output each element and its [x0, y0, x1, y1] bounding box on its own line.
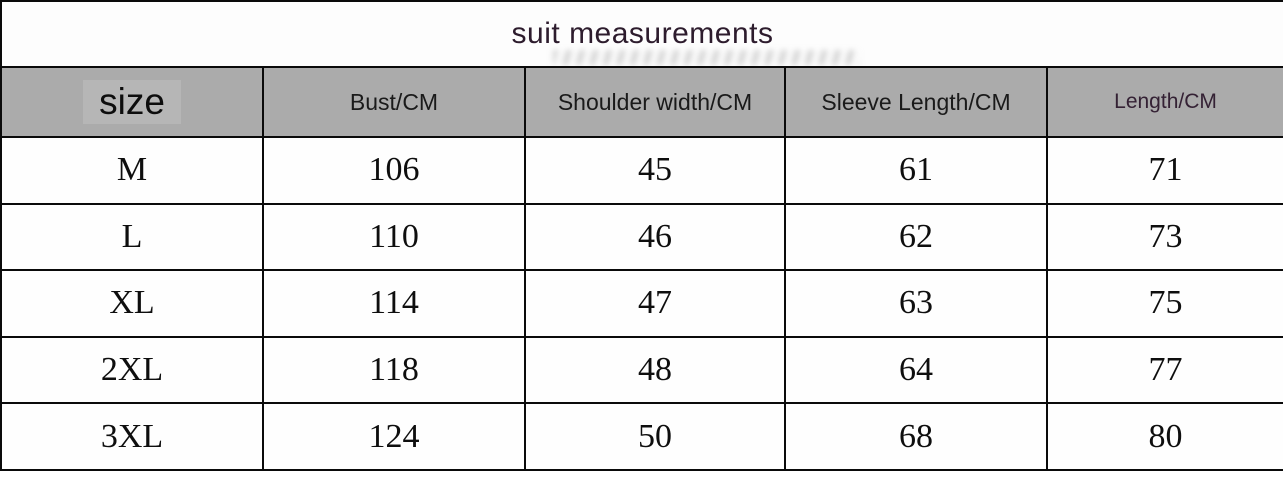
cell-size: M	[0, 136, 264, 205]
column-header-shoulder: Shoulder width/CM	[524, 66, 786, 138]
cell-sleeve: 61	[784, 136, 1048, 205]
cell-shoulder: 45	[524, 136, 786, 205]
cell-bust: 114	[262, 269, 526, 338]
column-header-shoulder-label: Shoulder width/CM	[557, 88, 753, 115]
cell-bust: 106	[262, 136, 526, 205]
cell-shoulder: 46	[524, 202, 786, 272]
cell-bust: 110	[262, 202, 526, 272]
cell-shoulder: 50	[524, 402, 786, 471]
cell-size: 3XL	[0, 402, 264, 471]
cell-shoulder: 48	[524, 335, 786, 405]
cell-length: 80	[1045, 402, 1283, 471]
cell-length: 71	[1045, 136, 1283, 205]
cell-length: 73	[1045, 202, 1283, 272]
column-header-sleeve: Sleeve Length/CM	[784, 66, 1048, 138]
column-header-sleeve-label: Sleeve Length/CM	[821, 88, 1011, 115]
page-title: suit measurements	[511, 17, 774, 50]
table-row-l: L 110 46 62 73	[0, 202, 1283, 272]
table-row-m: M 106 45 61 71	[0, 136, 1283, 205]
cell-sleeve: 64	[784, 335, 1048, 405]
cell-bust: 118	[262, 335, 526, 405]
erased-text-smudge	[552, 50, 861, 65]
table-row-3xl: 3XL 124 50 68 80	[0, 402, 1283, 471]
cell-length: 75	[1045, 269, 1283, 338]
cell-shoulder: 47	[524, 269, 786, 338]
column-header-bust-label: Bust/CM	[349, 88, 439, 115]
cell-length: 77	[1045, 335, 1283, 405]
table-row-2xl: 2XL 118 48 64 77	[0, 335, 1283, 405]
title-cell: suit measurements	[0, 0, 1283, 68]
cell-size: XL	[0, 269, 264, 338]
cell-sleeve: 63	[784, 269, 1048, 338]
title-row: suit measurements	[0, 0, 1283, 68]
cell-sleeve: 62	[784, 202, 1048, 272]
bottom-margin	[0, 471, 1283, 479]
cell-size: 2XL	[0, 335, 264, 405]
column-header-bust: Bust/CM	[262, 66, 526, 138]
column-header-length: Length/CM	[1045, 66, 1283, 138]
column-header-length-label: Length/CM	[1114, 90, 1217, 113]
cell-size: L	[0, 202, 264, 272]
column-header-size: size	[0, 66, 264, 138]
table-row-xl: XL 114 47 63 75	[0, 269, 1283, 338]
column-header-size-label: size	[83, 80, 181, 124]
cell-sleeve: 68	[784, 402, 1048, 471]
cell-bust: 124	[262, 402, 526, 471]
header-row: size Bust/CM Shoulder width/CM Sleeve Le…	[0, 66, 1283, 138]
